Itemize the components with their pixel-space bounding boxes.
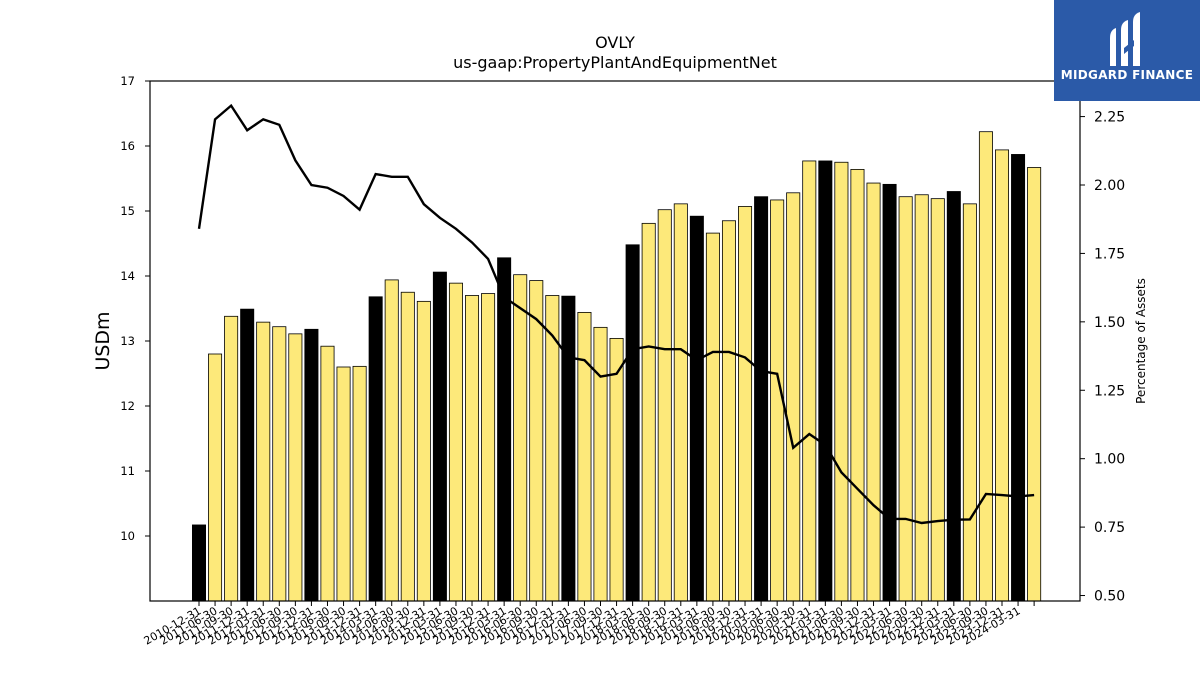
y-left-tick-label: 15 [120, 204, 135, 218]
bar [240, 308, 255, 602]
bar [513, 274, 528, 602]
bar [882, 183, 897, 602]
bar [432, 271, 447, 602]
y-left-tick-label: 17 [120, 74, 135, 88]
bar [561, 295, 576, 602]
y-right-tick-label: 2.25 [1094, 110, 1125, 126]
bar [786, 192, 801, 602]
bar [914, 194, 929, 602]
bar [657, 209, 672, 602]
bar [802, 160, 817, 602]
bar [978, 131, 993, 602]
bar [352, 365, 367, 602]
percentage-line [197, 103, 1035, 525]
chart-subtitle: us-gaap:PropertyPlantAndEquipmentNet [453, 53, 777, 72]
y-left-tick-label: 12 [120, 399, 135, 413]
bar [448, 282, 463, 602]
bar [577, 311, 592, 602]
y-left-tick-label: 10 [120, 529, 135, 543]
y-axis-right: 0.50 0.75 1.00 1.25 1.50 1.75 2.00 2.25 [1080, 110, 1125, 605]
brand-logo: MIDGARD FINANCE [1054, 0, 1200, 101]
bar [818, 160, 833, 602]
y-left-tick-label: 13 [120, 334, 135, 348]
bar-series [191, 131, 1042, 602]
bar [898, 196, 913, 602]
y-axis-left-label: USDm [92, 311, 114, 370]
bar [834, 161, 849, 602]
bar [946, 191, 961, 602]
y-right-tick-label: 2.00 [1094, 178, 1125, 194]
bar [272, 326, 287, 602]
bar [416, 300, 431, 602]
bar [721, 220, 736, 602]
bar [191, 524, 206, 602]
bar [529, 280, 544, 602]
y-axis-right-label: Percentage of Assets [1134, 278, 1148, 404]
bar [705, 232, 720, 602]
chart-title: OVLY [595, 33, 635, 52]
bar [224, 315, 239, 602]
bar [256, 321, 271, 602]
bar [465, 295, 480, 602]
bar [288, 333, 303, 602]
bar [304, 328, 319, 602]
y-right-tick-label: 0.50 [1094, 589, 1125, 605]
y-right-tick-label: 1.00 [1094, 452, 1125, 468]
bar [320, 345, 335, 602]
bar [593, 326, 608, 602]
bar [481, 293, 496, 602]
bar [962, 203, 977, 602]
bar [754, 196, 769, 602]
bar [689, 215, 704, 602]
y-left-tick-label: 11 [120, 464, 135, 478]
x-axis: 2010-12-312011-06-302011-09-302011-12-31… [142, 601, 1035, 648]
bar [625, 244, 640, 602]
logo-text: MIDGARD FINANCE [1060, 68, 1194, 82]
y-left-tick-label: 14 [120, 269, 135, 283]
bar [995, 149, 1010, 602]
y-axis-left: 10 11 12 13 14 15 16 17 [120, 74, 150, 543]
bar [368, 296, 383, 602]
logo-icon [1110, 12, 1140, 66]
bar [673, 203, 688, 602]
bar [609, 337, 624, 602]
bar [850, 168, 865, 602]
bar [336, 366, 351, 602]
bar [497, 257, 512, 602]
y-right-tick-label: 1.75 [1094, 246, 1125, 262]
bar [400, 291, 415, 602]
bar [1027, 167, 1042, 602]
bar [866, 182, 881, 602]
bar [930, 198, 945, 602]
y-right-tick-label: 0.75 [1094, 520, 1125, 536]
y-right-tick-label: 1.25 [1094, 383, 1125, 399]
bar [641, 222, 656, 602]
bar [208, 353, 223, 602]
bar [738, 206, 753, 602]
y-right-tick-label: 1.50 [1094, 315, 1125, 331]
bar [1011, 154, 1026, 602]
bar [384, 279, 399, 602]
y-left-tick-label: 16 [120, 139, 135, 153]
